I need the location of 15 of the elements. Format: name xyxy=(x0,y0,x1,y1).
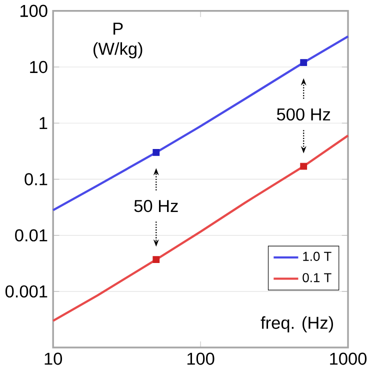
legend-label: 0.1 T xyxy=(302,273,332,282)
y-tick-label: 0.1 xyxy=(24,173,48,186)
x-tick-label: 10 xyxy=(44,352,62,366)
y-tick-label: 100 xyxy=(20,4,48,18)
x-axis-title: freq. (Hz) xyxy=(260,316,333,333)
y-tick-label: 10 xyxy=(30,61,48,74)
legend-label: 1.0 T xyxy=(303,252,332,262)
y-tick-label: 0.001 xyxy=(5,286,48,298)
x-tick-label: 1000 xyxy=(330,352,367,366)
y-tick-label: 0.01 xyxy=(15,229,48,242)
y-tick-label: 1 xyxy=(40,117,48,130)
annotation: 500 Hz xyxy=(276,108,330,121)
y-axis-title: P (W/kg) xyxy=(94,22,142,58)
annotation: 50 Hz xyxy=(134,200,178,212)
x-tick-label: 100 xyxy=(187,352,214,366)
